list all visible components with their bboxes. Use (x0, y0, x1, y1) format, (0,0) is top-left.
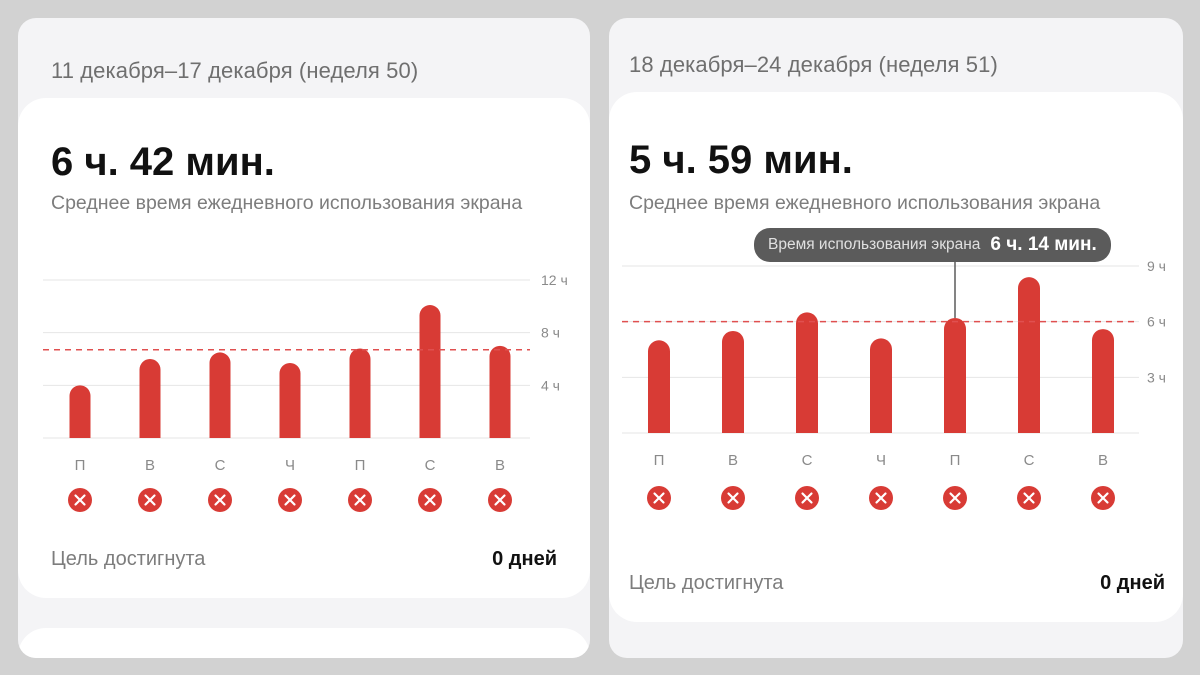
usage-bar[interactable] (1092, 329, 1114, 433)
goal-achieved-value: 0 дней (1100, 572, 1165, 594)
y-tick-label: 3 ч (1147, 369, 1166, 385)
usage-bar[interactable] (722, 330, 744, 433)
day-label: П (75, 457, 86, 474)
usage-tooltip: Время использования экрана 6 ч. 14 мин. (754, 228, 1111, 262)
close-circle-icon (138, 488, 162, 512)
y-tick-label: 8 ч (541, 325, 560, 341)
close-circle-icon (348, 488, 372, 512)
usage-bar[interactable] (349, 348, 371, 438)
usage-bar[interactable] (944, 317, 966, 433)
usage-chart-svg: 4 ч 8 ч 12 ч П В С Ч П С В (43, 272, 568, 512)
goal-achieved-value: 0 дней (492, 548, 557, 570)
average-time: 5 ч. 59 мин. (629, 138, 853, 182)
day-label: П (950, 452, 961, 469)
close-circle-icon (943, 486, 967, 510)
close-circle-icon (869, 486, 893, 510)
week-panel-51: 18 декабря–24 декабря (неделя 51) 5 ч. 5… (609, 18, 1183, 658)
usage-chart: 4 ч 8 ч 12 ч П В С Ч П С В (18, 238, 590, 578)
close-circle-icon (721, 486, 745, 510)
next-card (18, 628, 590, 658)
day-label: С (1024, 452, 1035, 469)
close-circle-icon (68, 488, 92, 512)
day-label: Ч (285, 457, 295, 474)
close-circle-icon (418, 488, 442, 512)
usage-bar[interactable] (419, 305, 441, 438)
usage-bar[interactable] (870, 338, 892, 433)
usage-card[interactable]: 5 ч. 59 мин. Среднее время ежедневного и… (609, 92, 1183, 622)
average-time-subtitle: Среднее время ежедневного использования … (51, 192, 523, 214)
goal-achieved-label: Цель достигнута (51, 548, 206, 570)
goal-achieved-label: Цель достигнута (629, 572, 784, 594)
day-label: Ч (876, 452, 886, 469)
y-tick-label: 6 ч (1147, 314, 1166, 330)
usage-bar[interactable] (279, 362, 301, 438)
usage-bar[interactable] (489, 345, 511, 438)
close-circle-icon (647, 486, 671, 510)
usage-card[interactable]: 6 ч. 42 мин. Среднее время ежедневного и… (18, 98, 590, 598)
usage-bar[interactable] (139, 359, 161, 438)
close-circle-icon (1091, 486, 1115, 510)
day-label: С (425, 457, 436, 474)
close-circle-icon (488, 488, 512, 512)
close-circle-icon (208, 488, 232, 512)
average-time: 6 ч. 42 мин. (51, 140, 275, 184)
day-label: В (1098, 452, 1108, 469)
day-label: В (495, 457, 505, 474)
close-circle-icon (278, 488, 302, 512)
usage-bar[interactable] (1018, 277, 1040, 433)
usage-bar[interactable] (648, 340, 670, 433)
close-circle-icon (795, 486, 819, 510)
usage-bar[interactable] (209, 352, 231, 438)
day-label: В (728, 452, 738, 469)
tooltip-value: 6 ч. 14 мин. (990, 234, 1097, 255)
day-label: С (802, 452, 813, 469)
day-label: П (654, 452, 665, 469)
day-label: В (145, 457, 155, 474)
usage-chart-svg: 3 ч 6 ч 9 ч П В С Ч П С В (622, 232, 1166, 510)
usage-bar[interactable] (796, 312, 818, 433)
y-tick-label: 4 ч (541, 377, 560, 393)
usage-bar[interactable] (69, 385, 91, 438)
week-title[interactable]: 18 декабря–24 декабря (неделя 51) (629, 52, 998, 77)
day-label: П (355, 457, 366, 474)
average-time-subtitle: Среднее время ежедневного использования … (629, 192, 1101, 214)
week-panel-50: 11 декабря–17 декабря (неделя 50) 6 ч. 4… (18, 18, 590, 658)
usage-chart: 3 ч 6 ч 9 ч П В С Ч П С В (609, 232, 1183, 592)
day-label: С (215, 457, 226, 474)
y-tick-label: 9 ч (1147, 258, 1166, 274)
tooltip-label: Время использования экрана (768, 236, 981, 253)
y-tick-label: 12 ч (541, 272, 568, 288)
close-circle-icon (1017, 486, 1041, 510)
week-title[interactable]: 11 декабря–17 декабря (неделя 50) (51, 58, 419, 83)
